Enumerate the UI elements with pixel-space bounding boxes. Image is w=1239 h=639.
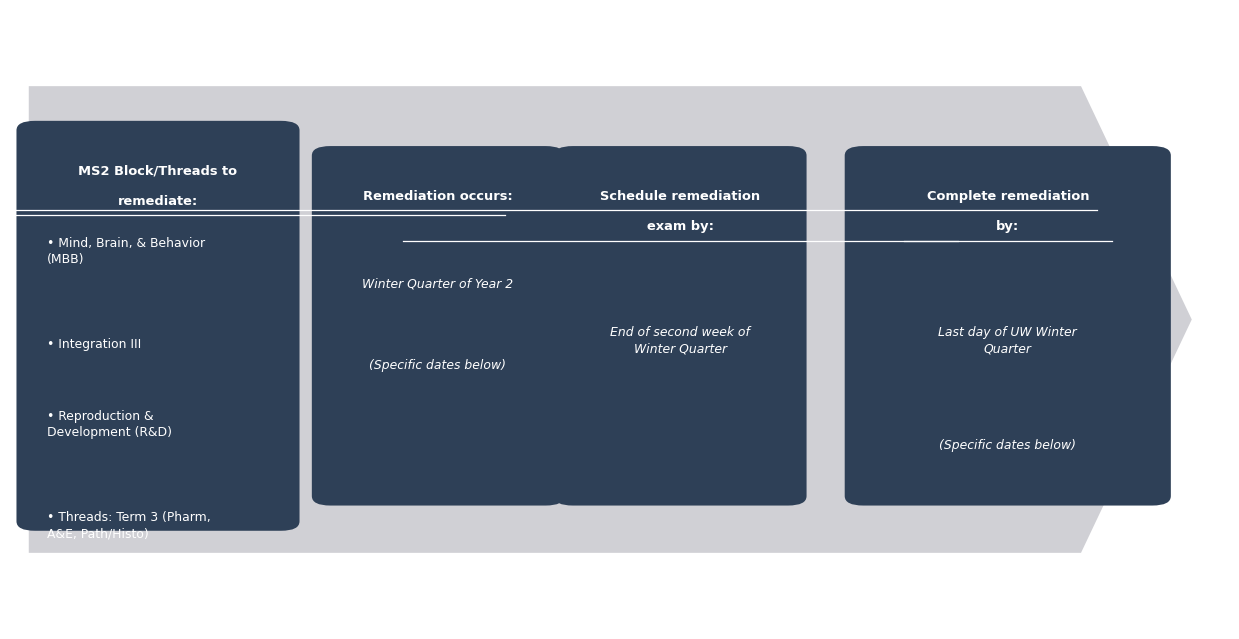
Text: • Threads: Term 3 (Pharm,
A&E, Path/Histo): • Threads: Term 3 (Pharm, A&E, Path/Hist… <box>47 511 211 540</box>
Text: MS2 Block/Threads to: MS2 Block/Threads to <box>78 165 238 178</box>
Text: (Specific dates below): (Specific dates below) <box>369 359 507 373</box>
Text: remediate:: remediate: <box>118 196 198 208</box>
FancyBboxPatch shape <box>16 121 300 531</box>
Text: End of second week of
Winter Quarter: End of second week of Winter Quarter <box>611 327 751 356</box>
FancyBboxPatch shape <box>312 146 564 505</box>
Text: by:: by: <box>996 220 1020 233</box>
FancyBboxPatch shape <box>845 146 1171 505</box>
Text: Schedule remediation: Schedule remediation <box>601 190 761 203</box>
Text: • Mind, Brain, & Behavior
(MBB): • Mind, Brain, & Behavior (MBB) <box>47 237 206 266</box>
Text: • Integration III: • Integration III <box>47 338 141 351</box>
FancyBboxPatch shape <box>554 146 807 505</box>
Text: Winter Quarter of Year 2: Winter Quarter of Year 2 <box>363 277 513 290</box>
Text: Last day of UW Winter
Quarter: Last day of UW Winter Quarter <box>938 327 1077 356</box>
Text: Complete remediation: Complete remediation <box>927 190 1089 203</box>
Text: • Reproduction &
Development (R&D): • Reproduction & Development (R&D) <box>47 410 172 440</box>
Text: Remediation occurs:: Remediation occurs: <box>363 190 513 203</box>
Polygon shape <box>28 86 1192 553</box>
Text: exam by:: exam by: <box>647 220 714 233</box>
Text: (Specific dates below): (Specific dates below) <box>939 439 1077 452</box>
